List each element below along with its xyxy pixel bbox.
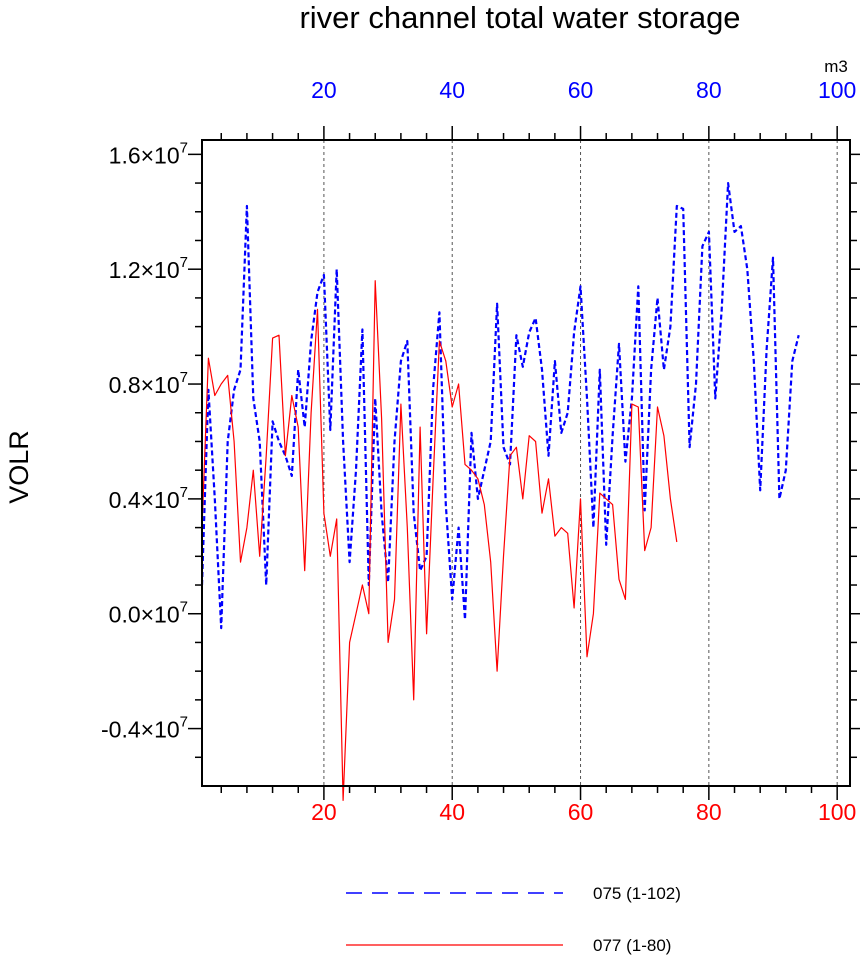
grid-lines [323, 140, 838, 786]
series-line-0 [200, 182, 800, 630]
bottom-tick-label: 40 [439, 799, 465, 825]
bottom-tick-label: 20 [311, 799, 337, 825]
y-tick-labels: -0.4×107 0.0×107 0.4×107 0.8×107 1.2×107 1.6×… [101, 139, 188, 742]
axis-ticks [188, 126, 860, 800]
y-tick-label: 0.4×107 [109, 484, 188, 513]
y-tick-label: 0.0×107 [109, 599, 188, 628]
bottom-tick-label: 60 [568, 799, 594, 825]
legend-label-075: 075 (1-102) [593, 884, 681, 903]
top-tick-label: 100 [818, 77, 856, 103]
unit-label: m3 [824, 57, 848, 76]
top-tick-label: 20 [311, 77, 337, 103]
y-axis-label: VOLR [4, 430, 34, 504]
plot-frame [201, 139, 851, 787]
bottom-tick-label: 100 [818, 799, 856, 825]
top-axis-tick-labels: 20 40 60 80 100 [311, 77, 856, 103]
top-tick-label: 60 [568, 77, 594, 103]
legend-label-077: 077 (1-80) [593, 936, 671, 955]
chart-title: river channel total water storage [299, 0, 740, 35]
y-tick-label: 1.6×107 [109, 139, 188, 168]
top-tick-label: 80 [696, 77, 722, 103]
y-tick-label: 0.8×107 [109, 369, 188, 398]
y-tick-label: 1.2×107 [109, 254, 188, 283]
top-tick-label: 40 [439, 77, 465, 103]
legend: 075 (1-102) 077 (1-80) [346, 884, 681, 955]
bottom-axis-tick-labels: 20 40 60 80 100 [311, 799, 856, 825]
series-lines [200, 182, 800, 802]
bottom-tick-label: 80 [696, 799, 722, 825]
y-tick-label: -0.4×107 [101, 714, 188, 743]
series-line-1 [201, 280, 678, 802]
